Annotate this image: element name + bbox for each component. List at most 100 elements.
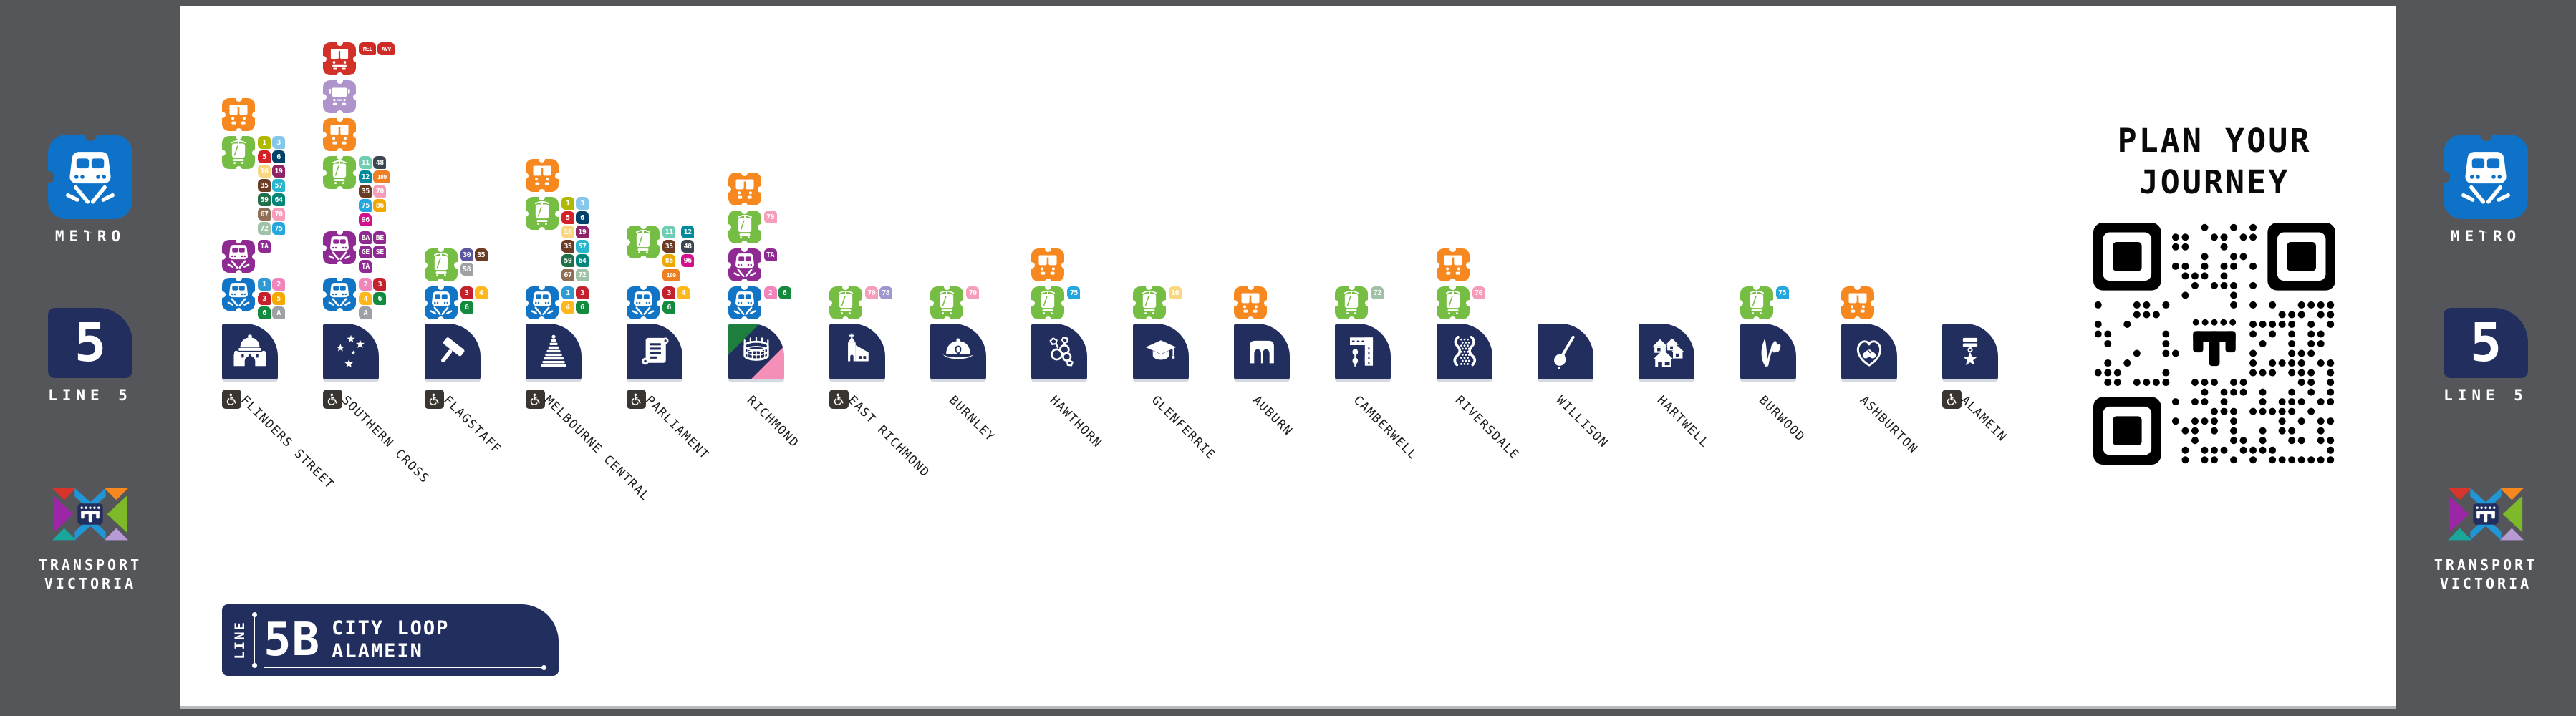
transport-victoria-label: TRANSPORT VICTORIA [38,556,143,592]
route-chip: 3 [373,278,387,291]
station-label: ALAMEIN [1957,393,2010,445]
route-chip: 86 [662,254,676,267]
tram-connection: 75 [1737,283,1790,319]
transfer-stack: 70 78 [826,283,892,319]
wheelchair-access-icon [222,390,241,409]
station-burwood: 75 BURWOOD [1737,6,1808,706]
route-chip: AVV [377,42,395,55]
route-chip: 11 [662,226,676,238]
route-chip: 35 [474,248,488,261]
metro-icon [725,283,761,319]
wheelchair-access-icon [829,390,849,409]
station-tile [829,324,885,379]
route-chip: 1 [258,278,271,291]
route-chip: TA [258,240,271,253]
station-east-richmond: 70 78 EAST RICHMOND [826,6,932,706]
line-word: LINE [232,621,248,659]
station-label: ASHBURTON [1856,393,1921,457]
route-chip: 78 [879,286,892,299]
station-tile [1031,324,1088,379]
route-chips: 11 12 35 48 86 96 109 [662,226,695,281]
route-chip: 6 [373,292,387,305]
route-chip: TA [359,260,372,273]
badge-divider [251,612,257,668]
station-label: SOUTHERN CROSS [339,393,433,487]
white-panel: 1 3 5 6 16 19 35 57 59 64 67 70 72 75 TA 1 2 3 5 6 A FLINDERS… [180,6,2396,709]
metro-icon [319,274,357,311]
route-chip: 58 [460,263,473,276]
route-chips: 1 3 5 6 16 19 35 57 59 64 67 72 [561,197,589,281]
metro-icon [421,283,458,319]
tram-connection: 16 [1129,283,1183,319]
station-tile [525,324,582,379]
station-label: BURNLEY [945,393,998,445]
tram-icon [1028,283,1065,319]
station-label: AUBURN [1249,393,1296,439]
station-tile [728,324,784,379]
bus-icon [319,115,357,151]
transfer-stack: 70 [927,283,980,319]
wheelchair-access-icon [627,390,647,409]
line-5-logo: 5 [48,308,132,378]
tram-connection: 70 [927,283,980,319]
transfer-stack: 11 12 35 48 86 96 109 3 4 6 [623,222,695,319]
route-chip: 35 [662,240,676,253]
tram-icon [826,283,862,319]
bus-icon [1433,245,1470,281]
route-chip: 75 [272,222,285,235]
station-melbourne-central: 1 3 5 6 16 19 35 57 59 64 67 72 1 3 4 6 MELBOURNE CENTRA… [522,6,652,706]
bus-connection [1838,283,1874,319]
bus-icon [1028,245,1065,281]
station-tile [424,324,481,379]
route-chip: 6 [662,301,676,314]
route-chip: 2 [272,278,285,291]
route-chip: 1 [561,197,574,210]
route-chip: 5 [561,211,574,224]
route-chip: 4 [677,286,690,299]
route-chip: 19 [575,226,589,238]
station-auburn: AUBURN [1230,6,1296,706]
route-chips: 11 48 12 109 35 70 75 86 96 [359,156,391,226]
route-chip: 70 [763,211,777,223]
route-chip: 64 [272,193,285,206]
left-rail: METRO 5 LINE 5 TRANSPORT VICTORIA [0,0,180,716]
route-chip: 12 [681,226,695,238]
route-chip: 16 [561,226,574,238]
bus-icon [1838,283,1874,319]
route-chip: 3 [575,197,589,210]
line-5-label: LINE 5 [48,387,132,404]
wheelchair-access-icon [1942,390,1962,409]
tram-connection: 72 [1331,283,1385,319]
route-chip: 57 [272,179,285,192]
route-chip: 16 [258,165,271,178]
tram-icon [522,193,559,230]
route-chip: SE [373,246,387,258]
route-chip: A [359,306,372,319]
route-chip: 4 [474,286,488,299]
tram-connection: 30 35 58 [421,245,488,281]
station-tile [1942,324,1999,379]
right-rail: METRO 5 LINE 5 TRANSPORT VICTORIA [2396,0,2576,716]
tram-icon [421,245,458,281]
transfer-stack [1838,283,1874,319]
route-chip: 96 [359,213,372,226]
bus-icon [1230,283,1267,319]
route-chip: 35 [258,179,271,192]
route-chip: 6 [272,150,285,163]
route-chip: BE [373,231,387,244]
station-label: RICHMOND [743,393,801,451]
tram-icon [1433,283,1470,319]
route-chip: MEL [359,42,377,55]
vline-icon [725,245,761,281]
route-chip: 6 [575,301,589,314]
transport-victoria-label: TRANSPORT VICTORIA [2433,556,2538,592]
metro-icon [218,274,255,311]
route-chip: 70 [864,286,878,299]
route-chips: 70 [1472,286,1487,299]
transfer-stack: 70 TA 2 6 [725,169,791,319]
route-chip: 75 [1775,286,1789,299]
route-chip: 96 [681,254,695,267]
station-tile [1740,324,1796,379]
station-parliament: 11 12 35 48 86 96 109 3 4 6 PARLIAMENT [623,6,712,706]
route-chips: 75 [1067,286,1081,299]
